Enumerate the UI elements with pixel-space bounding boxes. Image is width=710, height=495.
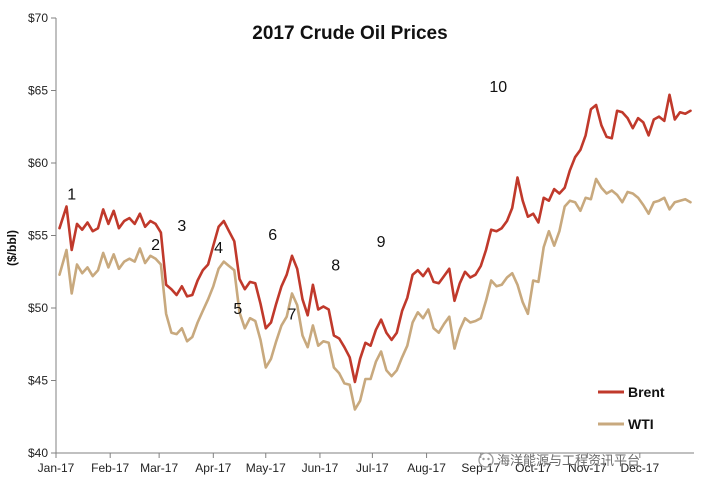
plot-area xyxy=(55,18,694,454)
series-line-wti xyxy=(58,177,692,411)
series-layer xyxy=(58,93,692,411)
y-axis: $40 $45 $50 $55 $60 $65 $70 xyxy=(28,11,56,460)
y-tick-label: $45 xyxy=(28,374,48,388)
x-tick-label: Apr-17 xyxy=(195,461,231,475)
watermark: 海洋能源与工程资讯平台 xyxy=(478,452,640,469)
x-tick-label: Jul-17 xyxy=(356,461,389,475)
x-tick-label: Oct-17 xyxy=(515,461,551,475)
annotation-3: 3 xyxy=(177,218,186,235)
x-tick-label: Nov-17 xyxy=(568,461,607,475)
x-tick-label: Jun-17 xyxy=(302,461,339,475)
series-line-brent xyxy=(58,93,692,384)
y-tick-label: $55 xyxy=(28,229,48,243)
annotation-2: 2 xyxy=(151,237,160,254)
x-tick-label: Feb-17 xyxy=(91,461,129,475)
y-tick-label: $70 xyxy=(28,11,48,25)
annotation-9: 9 xyxy=(377,234,386,251)
legend: Brent WTI xyxy=(598,384,665,432)
legend-brent-label: Brent xyxy=(628,384,665,400)
annotation-5: 5 xyxy=(233,301,242,318)
annotation-7: 7 xyxy=(288,307,297,324)
chart-title: 2017 Crude Oil Prices xyxy=(252,23,447,44)
wechat-icon-eye-left xyxy=(482,457,485,461)
y-tick-label: $65 xyxy=(28,84,48,98)
x-tick-label: Mar-17 xyxy=(140,461,178,475)
annotation-6: 6 xyxy=(268,227,277,244)
x-axis: Jan-17 Feb-17 Mar-17 Apr-17 May-17 Jun-17 Jul-… xyxy=(38,453,659,475)
annotation-10: 10 xyxy=(489,79,507,96)
x-tick-label: May-17 xyxy=(246,461,286,475)
wechat-icon xyxy=(478,452,494,468)
x-tick-label: Dec-17 xyxy=(620,461,659,475)
y-tick-label: $50 xyxy=(28,301,48,315)
annotation-8: 8 xyxy=(331,257,340,274)
x-tick-label: Sep-17 xyxy=(461,461,500,475)
watermark-text: 海洋能源与工程资讯平台 xyxy=(497,454,640,469)
annotation-4: 4 xyxy=(214,240,223,257)
legend-wti-label: WTI xyxy=(628,416,654,432)
x-tick-label: Aug-17 xyxy=(407,461,446,475)
wechat-icon-eye-right xyxy=(487,457,490,461)
y-tick-label: $40 xyxy=(28,446,48,460)
annotation-1: 1 xyxy=(67,186,76,203)
x-tick-label: Jan-17 xyxy=(38,461,75,475)
y-tick-label: $60 xyxy=(28,156,48,170)
y-axis-label: ($/bbl) xyxy=(5,230,19,266)
